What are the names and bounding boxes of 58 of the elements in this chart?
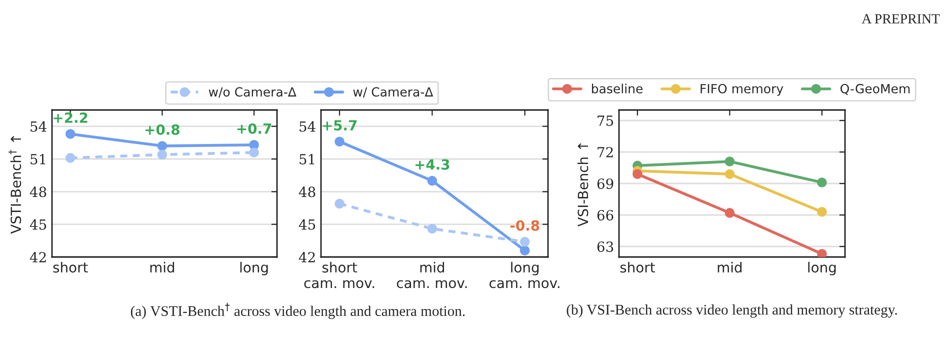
text: (b) VSI-Bench across video length and memory strategy.	[566, 304, 897, 318]
x-tick-label: mid cam. mov.	[396, 262, 467, 288]
x-tick-label: mid	[150, 262, 174, 273]
y-tick-label: 42	[30, 252, 46, 262]
y-tick-label: 63	[597, 241, 614, 252]
point	[157, 141, 168, 151]
point	[427, 176, 438, 186]
x-tick-label: mid	[718, 262, 742, 273]
point	[817, 178, 827, 188]
y-tick-label: 48	[298, 186, 316, 198]
legend-label: w/o Camera-Δ	[208, 87, 296, 98]
annotation: +4.3	[416, 159, 450, 170]
point	[817, 248, 827, 257]
x-tick-label: short	[53, 262, 88, 273]
point	[66, 153, 76, 163]
y-tick-label: 45	[298, 219, 316, 230]
x-tick-label: short	[620, 262, 655, 273]
x-tick-label: long cam. mov.	[490, 262, 560, 288]
point	[817, 206, 827, 217]
y-tick-label: 72	[598, 146, 613, 158]
y-tick-label: 51	[300, 154, 314, 164]
point	[724, 156, 735, 166]
annotation: +2.2	[54, 112, 88, 123]
y-tick-label: 42	[298, 252, 315, 262]
y-tick-label: 54	[300, 121, 316, 132]
point	[249, 148, 259, 158]
point	[334, 198, 344, 209]
y-tick-label: 69	[597, 178, 614, 189]
legend-label: FIFO memory	[700, 84, 784, 96]
point	[724, 169, 735, 179]
point	[334, 136, 344, 146]
y-tick-label: 75	[598, 116, 614, 126]
legend-label: baseline	[592, 84, 643, 94]
annotation: +5.7	[322, 120, 357, 131]
y-tick-label: 66	[597, 210, 614, 220]
point	[427, 224, 438, 234]
point	[520, 246, 530, 256]
y-tick-label: 51	[30, 154, 46, 164]
x-tick-label: long	[808, 262, 836, 276]
point	[724, 208, 735, 218]
y-tick-label: 54	[30, 121, 46, 132]
annotation: -0.8	[510, 220, 540, 231]
legend-label: Q-GeoMem	[840, 84, 910, 95]
legend-label: w/ Camera-Δ	[353, 87, 434, 98]
y-tick-label: 45	[30, 219, 46, 230]
text: A PREPRINT	[862, 14, 940, 24]
x-tick-label: short cam. mov.	[304, 262, 374, 288]
text: (a) VSTI-Bench$^{†}$ across video length and camera motion.	[130, 302, 465, 320]
point	[520, 236, 530, 247]
annotation: +0.8	[146, 124, 180, 135]
y-tick-label: 48	[30, 186, 46, 198]
point	[66, 129, 76, 139]
annotation: +0.7	[237, 123, 272, 134]
point	[157, 150, 168, 160]
x-tick-label: long	[240, 262, 268, 276]
y-axis-title: VSI-Bench ↑	[577, 143, 588, 227]
point	[632, 169, 642, 179]
y-axis-title: VSTI-Bench$^{†}$ ↑	[8, 136, 22, 234]
